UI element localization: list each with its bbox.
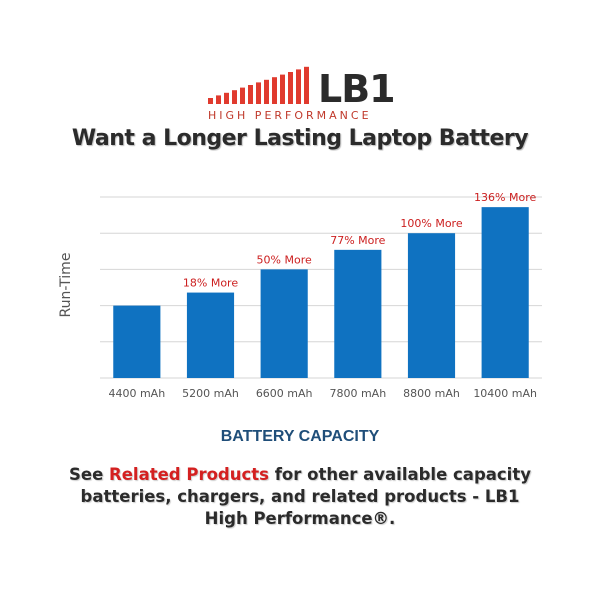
logo-bar-1 — [208, 98, 213, 104]
bar-data-label: 50% More — [257, 253, 312, 266]
bar-data-label: 77% More — [330, 234, 385, 247]
logo-bar-8 — [264, 79, 269, 104]
logo-bar-4 — [232, 90, 237, 104]
y-axis-label: Run-Time — [58, 253, 74, 318]
bar-data-label: 100% More — [400, 217, 462, 230]
logo-bar-13 — [304, 66, 309, 104]
bar-5 — [407, 233, 456, 378]
x-tick-label: 10400 mAh — [473, 387, 537, 400]
bar-1 — [113, 305, 161, 378]
logo-bar-2 — [216, 95, 221, 104]
x-axis-title: BATTERY CAPACITY — [220, 428, 380, 445]
chart-grid — [100, 196, 542, 379]
footer-post: for other available capacity batteries, … — [80, 465, 531, 528]
logo-bar-9 — [272, 77, 277, 104]
bar-data-label: 18% More — [183, 277, 238, 290]
footer-pre: See — [69, 465, 110, 484]
logo-brand: LB1 — [318, 67, 395, 111]
x-tick-label: 6600 mAh — [256, 387, 313, 400]
bar-6 — [481, 207, 529, 378]
logo-bar-5 — [240, 87, 245, 104]
x-tick-label: 5200 mAh — [182, 387, 239, 400]
chart-bars — [113, 207, 529, 378]
logo-bars-icon — [208, 66, 309, 104]
footer-text: See Related Products for other available… — [60, 464, 540, 530]
headline: Want a Longer Lasting Laptop Battery — [71, 126, 529, 151]
run-time-bar-chart: 18% More 50% More 77% More 100% More 136% Mo… — [58, 191, 542, 400]
bar-3 — [260, 269, 308, 378]
logo-bar-6 — [248, 85, 253, 104]
bar-2 — [186, 292, 235, 378]
logo-tagline: HIGH PERFORMANCE — [208, 109, 372, 122]
logo-bar-10 — [280, 74, 285, 104]
logo-bar-3 — [224, 92, 229, 104]
lb1-logo: LB1 HIGH PERFORMANCE — [208, 66, 396, 122]
bar-data-label: 136% More — [474, 191, 536, 204]
related-products-link[interactable]: Related Products — [109, 465, 269, 484]
chart-x-ticks: 4400 mAh 5200 mAh 6600 mAh 7800 mAh 8800 mAh… — [108, 387, 537, 400]
x-tick-label: 8800 mAh — [403, 387, 460, 400]
bar-4 — [334, 249, 382, 378]
chart-data-labels: 18% More 50% More 77% More 100% More 136% Mo… — [183, 191, 537, 289]
logo-bar-12 — [296, 69, 301, 104]
logo-bar-7 — [256, 82, 261, 104]
x-tick-label: 7800 mAh — [329, 387, 386, 400]
logo-bar-11 — [288, 72, 293, 104]
x-tick-label: 4400 mAh — [108, 387, 165, 400]
